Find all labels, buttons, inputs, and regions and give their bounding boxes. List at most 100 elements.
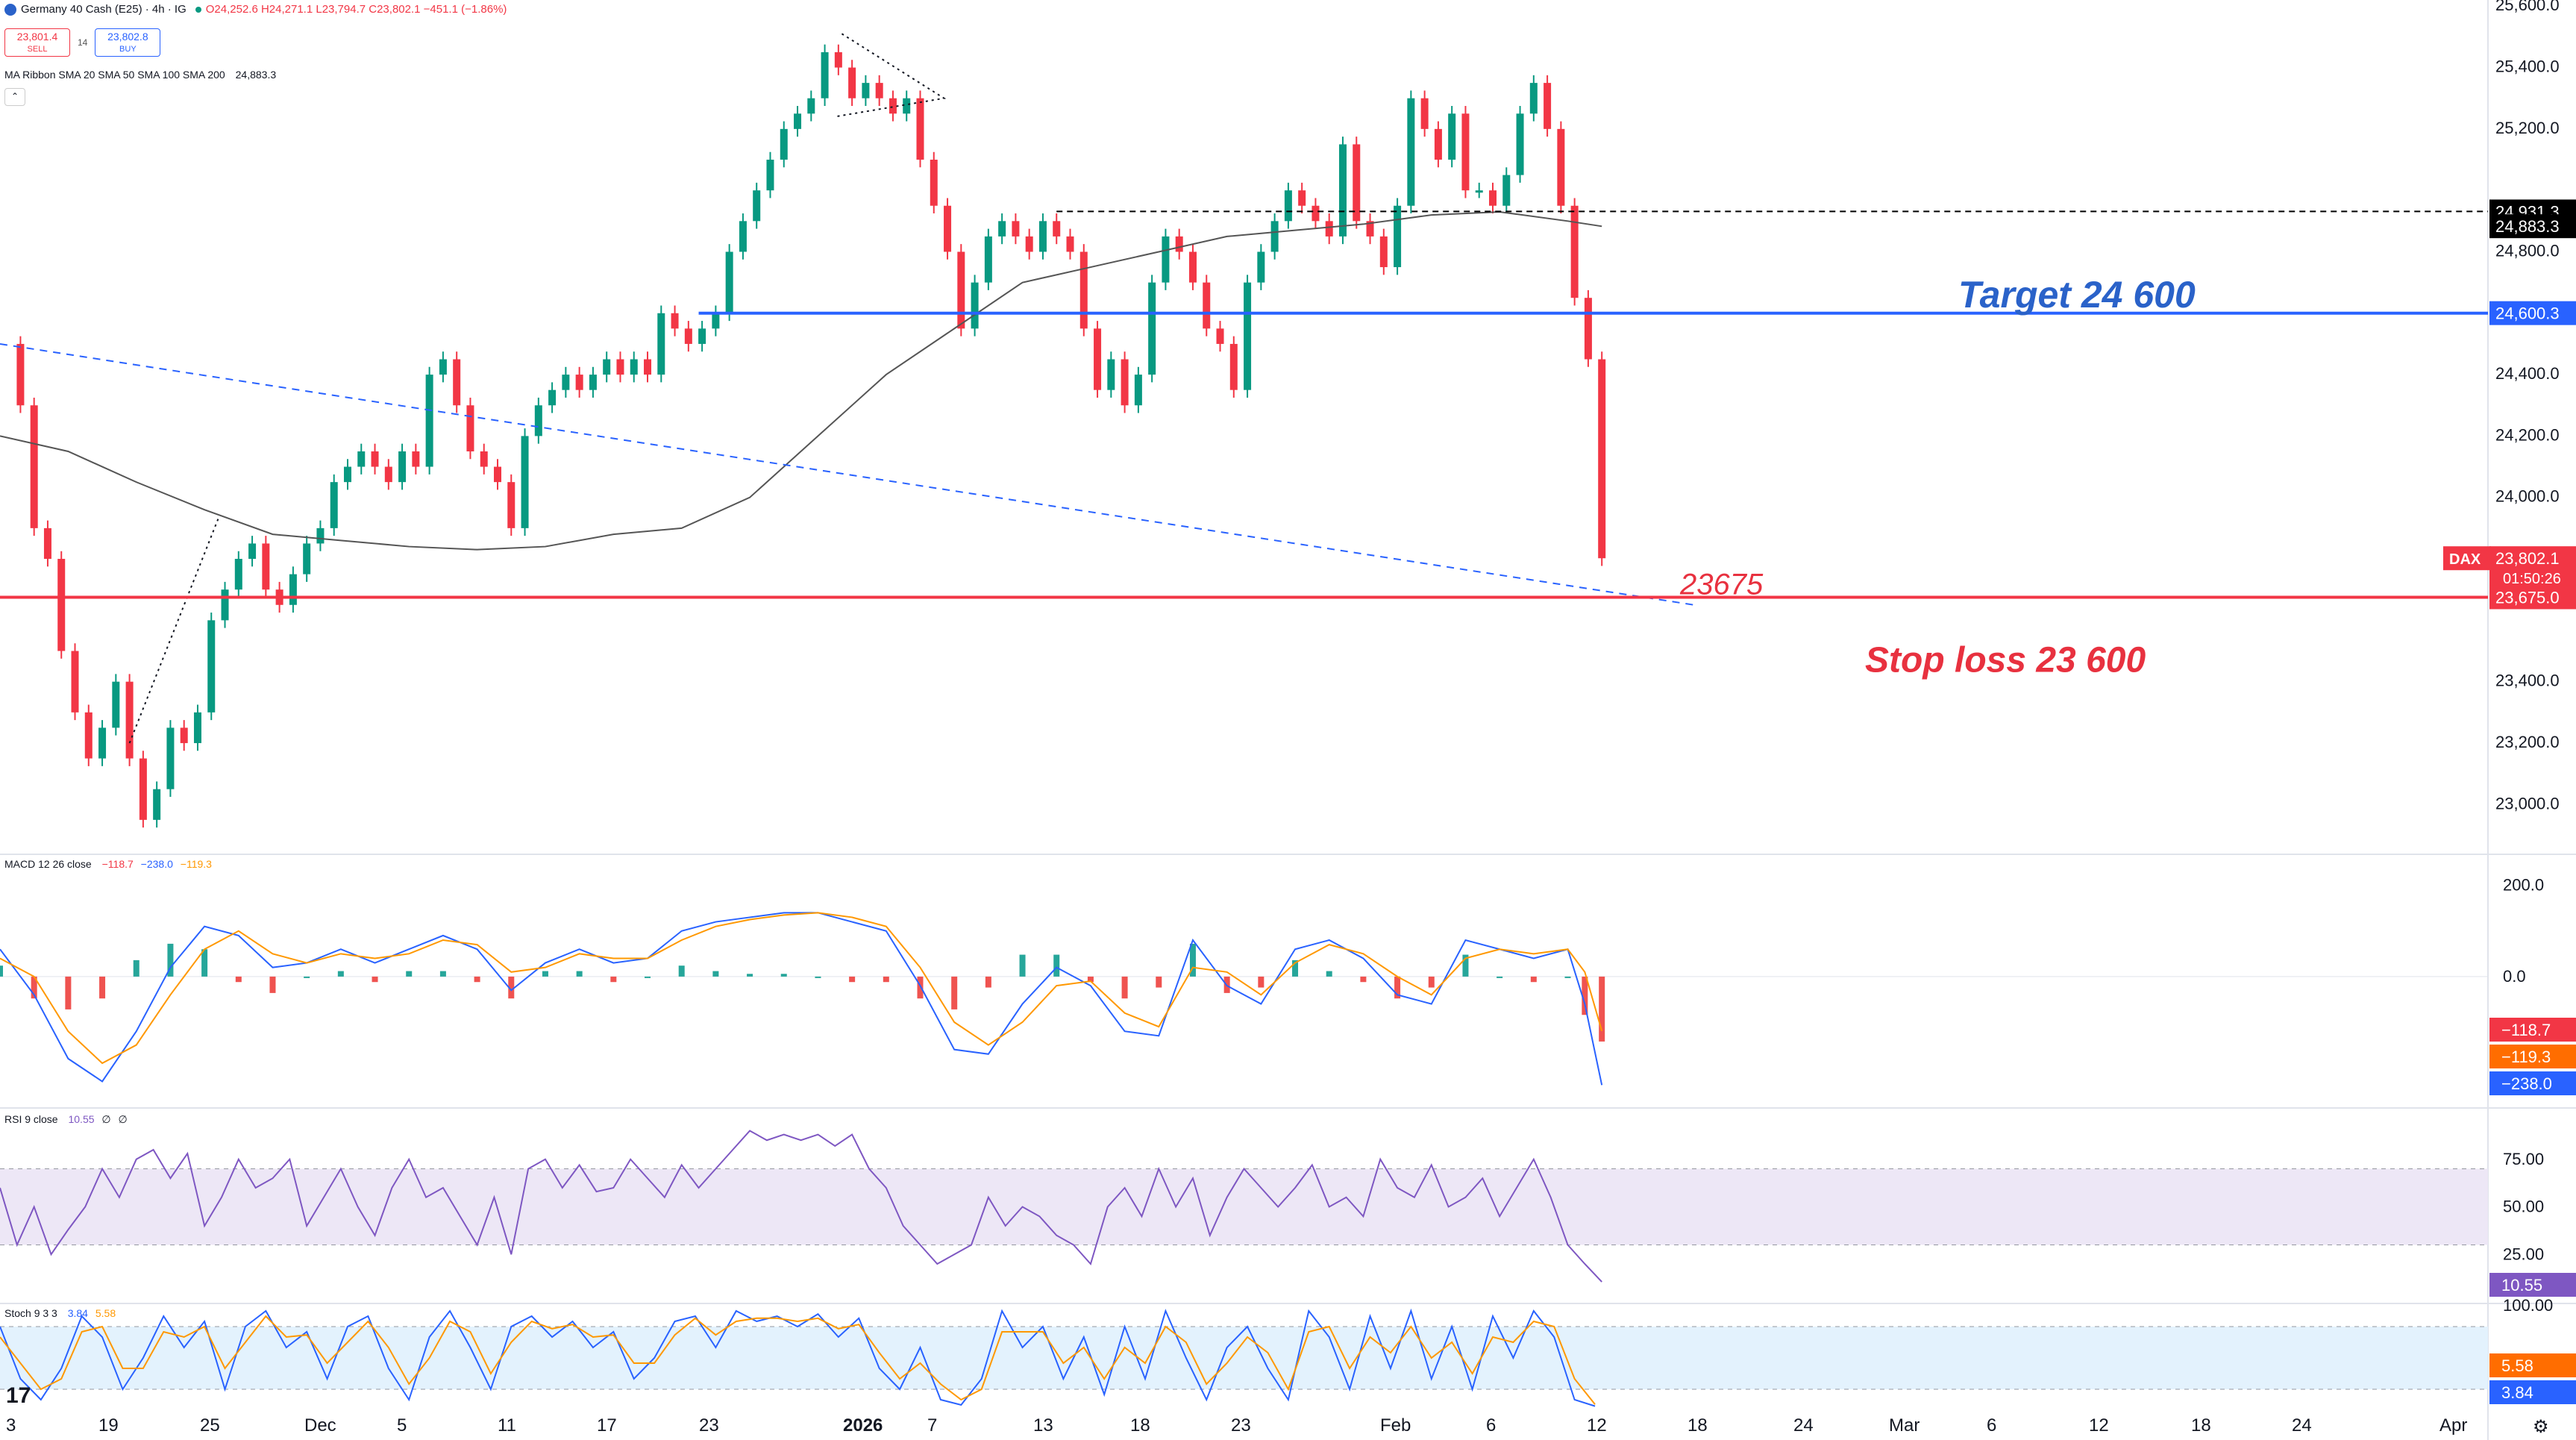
candle-body[interactable] — [193, 712, 201, 743]
candle-body[interactable] — [1311, 205, 1320, 222]
candle-body[interactable] — [180, 727, 188, 743]
candle-body[interactable] — [848, 67, 856, 98]
candle-body[interactable] — [71, 651, 79, 713]
candle-body[interactable] — [412, 451, 420, 467]
candle-body[interactable] — [425, 375, 433, 467]
candle-body[interactable] — [957, 251, 965, 329]
candle-body[interactable] — [98, 727, 107, 759]
candle-body[interactable] — [166, 727, 175, 789]
candle-body[interactable] — [1379, 236, 1388, 268]
candle-body[interactable] — [262, 543, 270, 590]
candle-body[interactable] — [1434, 128, 1442, 160]
candle-body[interactable] — [207, 620, 216, 713]
candle-body[interactable] — [630, 359, 638, 375]
candle-body[interactable] — [1270, 221, 1279, 252]
rsi-legend[interactable]: RSI 9 close 10.55 ∅ ∅ — [4, 1113, 128, 1126]
candle-body[interactable] — [712, 313, 720, 329]
candle-body[interactable] — [984, 236, 992, 283]
candle-body[interactable] — [998, 221, 1006, 237]
candle-body[interactable] — [589, 375, 597, 390]
candle-body[interactable] — [1134, 375, 1142, 406]
candle-body[interactable] — [1188, 251, 1197, 283]
candle-body[interactable] — [1038, 221, 1047, 252]
candle-body[interactable] — [1175, 236, 1183, 252]
candle-body[interactable] — [1121, 359, 1129, 406]
candle-body[interactable] — [330, 482, 338, 528]
candle-body[interactable] — [494, 466, 501, 483]
candle-body[interactable] — [234, 559, 242, 590]
candle-body[interactable] — [16, 343, 25, 406]
candle-body[interactable] — [1529, 83, 1538, 114]
candle-body[interactable] — [1353, 144, 1361, 222]
candle-body[interactable] — [357, 451, 366, 467]
candle-body[interactable] — [657, 313, 665, 375]
candle-body[interactable] — [794, 113, 802, 129]
candle-body[interactable] — [1148, 282, 1156, 375]
candle-body[interactable] — [1079, 251, 1088, 329]
candle-body[interactable] — [84, 712, 93, 759]
candle-body[interactable] — [1544, 83, 1552, 129]
uptrend-dotted-line[interactable] — [128, 519, 219, 744]
candle-body[interactable] — [289, 574, 297, 605]
chevron-up-icon[interactable]: ⌃ — [4, 88, 25, 106]
candle-body[interactable] — [1325, 221, 1333, 237]
candle-body[interactable] — [30, 405, 38, 528]
candle-body[interactable] — [1053, 221, 1061, 237]
candle-body[interactable] — [1338, 144, 1347, 237]
candle-body[interactable] — [316, 528, 325, 544]
candle-body[interactable] — [1284, 190, 1292, 222]
candle-body[interactable] — [739, 221, 747, 252]
candle-body[interactable] — [1407, 98, 1415, 206]
candle-body[interactable] — [971, 282, 979, 329]
candle-body[interactable] — [1162, 236, 1170, 283]
candle-body[interactable] — [1557, 128, 1565, 206]
candle-body[interactable] — [575, 375, 583, 390]
candle-body[interactable] — [534, 405, 542, 436]
candle-body[interactable] — [303, 543, 311, 575]
candle-body[interactable] — [57, 559, 66, 651]
candle-body[interactable] — [480, 451, 488, 467]
candle-body[interactable] — [1584, 298, 1592, 360]
candle-body[interactable] — [1598, 359, 1606, 559]
candle-body[interactable] — [780, 128, 788, 160]
candle-body[interactable] — [466, 405, 474, 451]
candle-body[interactable] — [1203, 282, 1211, 329]
candle-body[interactable] — [1420, 98, 1429, 129]
candle-body[interactable] — [1475, 190, 1483, 193]
candle-body[interactable] — [1448, 113, 1456, 160]
candle-body[interactable] — [398, 451, 407, 483]
candle-body[interactable] — [153, 789, 161, 820]
candle-body[interactable] — [343, 466, 351, 483]
ma-ribbon-legend[interactable]: MA Ribbon SMA 20 SMA 50 SMA 100 SMA 200 … — [4, 69, 276, 81]
candle-body[interactable] — [644, 359, 652, 375]
candle-body[interactable] — [1094, 328, 1102, 390]
candle-body[interactable] — [1461, 113, 1470, 191]
candle-body[interactable] — [821, 51, 829, 98]
candle-body[interactable] — [753, 190, 761, 222]
candle-body[interactable] — [562, 375, 570, 390]
candle-body[interactable] — [507, 482, 515, 528]
candle-body[interactable] — [1516, 113, 1524, 175]
candle-body[interactable] — [875, 83, 883, 98]
candle-body[interactable] — [903, 98, 911, 114]
stoch-legend[interactable]: Stoch 9 3 3 3.84 5.58 — [4, 1307, 116, 1319]
candle-body[interactable] — [807, 98, 815, 114]
candle-body[interactable] — [1366, 221, 1374, 237]
candle-body[interactable] — [725, 251, 733, 313]
candle-body[interactable] — [43, 528, 51, 560]
candle-body[interactable] — [248, 543, 257, 560]
candle-body[interactable] — [1216, 328, 1224, 344]
candle-body[interactable] — [834, 51, 842, 68]
candle-body[interactable] — [1570, 205, 1579, 298]
sell-button[interactable]: 23,801.4 SELL — [4, 28, 70, 57]
candle-body[interactable] — [603, 359, 611, 375]
candle-body[interactable] — [684, 328, 692, 344]
candle-body[interactable] — [1012, 221, 1020, 237]
candle-body[interactable] — [1298, 190, 1306, 206]
candle-body[interactable] — [453, 359, 461, 406]
candle-body[interactable] — [1244, 282, 1252, 390]
candle-body[interactable] — [139, 758, 147, 820]
candle-body[interactable] — [521, 436, 529, 528]
candle-body[interactable] — [221, 589, 229, 621]
symbol-title[interactable]: Germany 40 Cash (E25) · 4h · IG — [21, 3, 187, 16]
